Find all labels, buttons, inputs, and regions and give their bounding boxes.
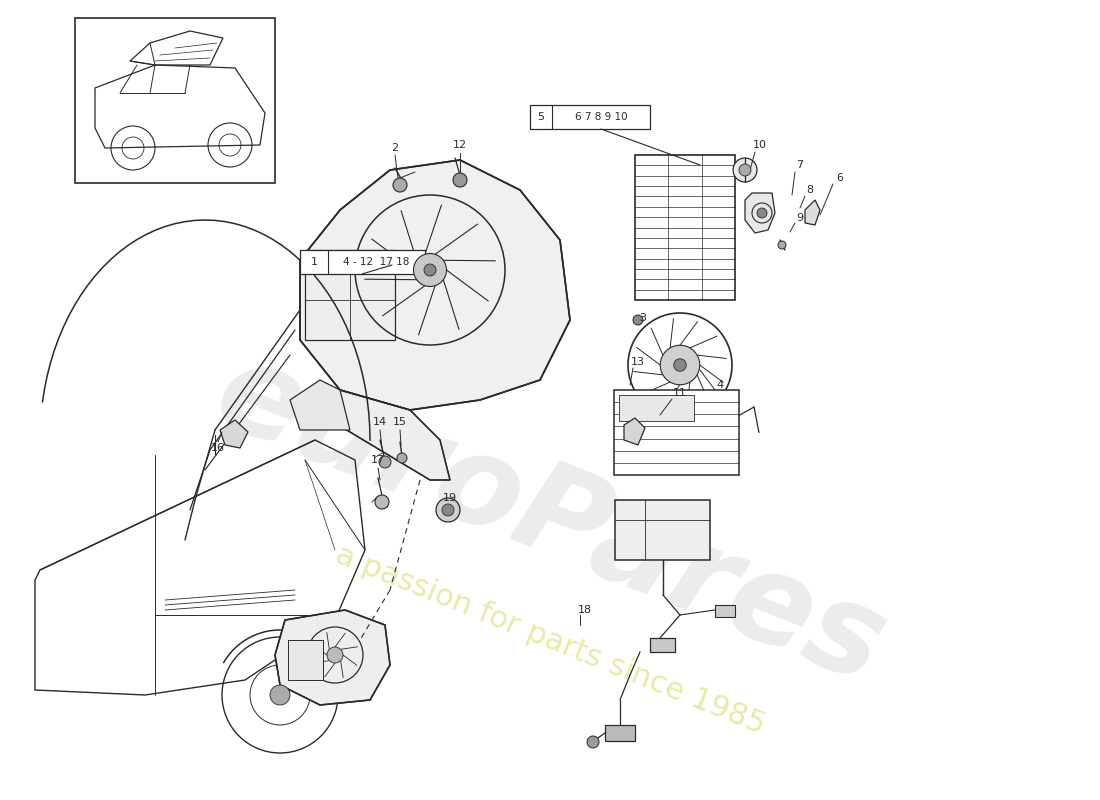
Circle shape — [270, 685, 290, 705]
Text: 14: 14 — [373, 417, 387, 427]
Bar — [635, 155, 735, 300]
Polygon shape — [275, 610, 390, 705]
Text: 10: 10 — [754, 140, 767, 150]
Text: a passion for parts since 1985: a passion for parts since 1985 — [331, 540, 769, 740]
Circle shape — [436, 498, 460, 522]
Text: 17: 17 — [371, 455, 385, 465]
Text: 18: 18 — [578, 605, 592, 615]
Polygon shape — [745, 193, 776, 233]
Bar — [650, 638, 675, 652]
Text: 5: 5 — [538, 112, 544, 122]
Bar — [530, 105, 650, 129]
Polygon shape — [330, 390, 450, 480]
Text: 13: 13 — [631, 357, 645, 367]
Text: 15: 15 — [393, 417, 407, 427]
Circle shape — [424, 264, 436, 276]
Text: 1: 1 — [310, 257, 318, 267]
Text: 12: 12 — [453, 140, 468, 150]
Circle shape — [733, 158, 757, 182]
Text: 6: 6 — [836, 173, 844, 183]
Polygon shape — [290, 380, 350, 430]
Circle shape — [660, 346, 700, 385]
Bar — [615, 500, 710, 560]
Text: 4 - 12  17 18: 4 - 12 17 18 — [343, 257, 409, 267]
Polygon shape — [300, 160, 570, 410]
Text: 7: 7 — [796, 160, 804, 170]
Text: 9: 9 — [796, 213, 804, 223]
Circle shape — [442, 504, 454, 516]
Text: 8: 8 — [806, 185, 814, 195]
Polygon shape — [805, 200, 820, 225]
Circle shape — [778, 241, 786, 249]
Text: 11: 11 — [673, 388, 688, 398]
Circle shape — [414, 254, 447, 286]
Text: 16: 16 — [211, 443, 226, 453]
Text: 4: 4 — [716, 380, 724, 390]
Circle shape — [757, 208, 767, 218]
Text: 2: 2 — [392, 143, 398, 153]
Circle shape — [393, 178, 407, 192]
Circle shape — [397, 453, 407, 463]
Circle shape — [379, 456, 390, 468]
Circle shape — [632, 315, 644, 325]
Text: 3: 3 — [639, 313, 647, 323]
Text: 6 7 8 9 10: 6 7 8 9 10 — [574, 112, 627, 122]
Circle shape — [453, 173, 468, 187]
Polygon shape — [624, 418, 645, 445]
Polygon shape — [220, 420, 248, 448]
Bar — [75, 18, 275, 183]
Circle shape — [674, 358, 686, 371]
Bar — [619, 395, 694, 421]
Text: 19: 19 — [443, 493, 458, 503]
Bar — [288, 640, 323, 680]
Text: euroPares: euroPares — [198, 331, 902, 709]
Circle shape — [375, 495, 389, 509]
Bar — [300, 250, 425, 274]
Bar — [614, 390, 739, 475]
Bar — [605, 725, 635, 741]
Bar — [305, 250, 395, 340]
Circle shape — [327, 647, 343, 663]
Bar — [715, 605, 735, 617]
Circle shape — [739, 164, 751, 176]
Circle shape — [587, 736, 600, 748]
